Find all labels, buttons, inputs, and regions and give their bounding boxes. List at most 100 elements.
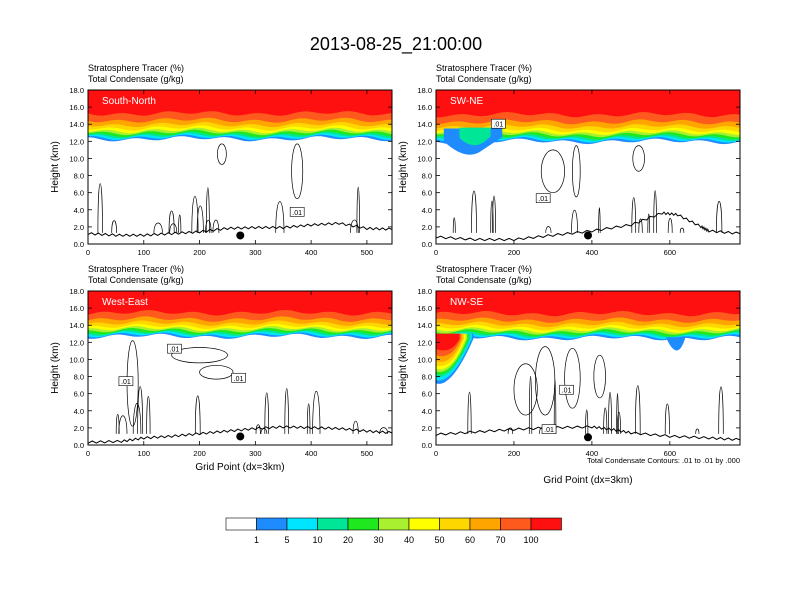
colorbar-swatch	[530, 517, 562, 531]
contour-label-box	[491, 118, 506, 129]
y-tick-label: 4.0	[422, 407, 432, 416]
footnote: Total Condensate Contours: .01 to .01 by…	[587, 456, 740, 465]
condensate-contour	[616, 411, 621, 434]
contour-label: .01	[538, 196, 548, 203]
colorbar-label: 1	[254, 535, 259, 545]
x-tick-label: 400	[586, 449, 599, 458]
terrain-line	[436, 211, 740, 242]
y-tick-label: 0.0	[74, 240, 84, 249]
panel-title-line-1: Stratosphere Tracer (%)	[436, 63, 532, 73]
y-tick-label: 6.0	[74, 390, 84, 399]
x-tick-label: 200	[508, 449, 521, 458]
y-tick-label: 6.0	[422, 390, 432, 399]
panel-nw-se: Stratosphere Tracer (%) Total Condensate…	[398, 264, 741, 486]
location-marker	[236, 231, 245, 240]
condensate-contour	[178, 214, 182, 233]
main-title: 2013-08-25_21:00:00	[310, 34, 482, 55]
panel-name: South-North	[102, 96, 156, 107]
y-tick-label: 12.0	[417, 137, 432, 146]
condensate-contour	[632, 145, 645, 172]
condensate-contour	[191, 196, 199, 233]
condensate-contour	[153, 222, 163, 233]
colorbar-swatch	[378, 517, 410, 531]
colorbar-label: 60	[465, 535, 475, 545]
y-tick-label: 2.0	[74, 424, 84, 433]
colorbar-label: 10	[312, 535, 322, 545]
panel-south-north: Stratosphere Tracer (%) Total Condensate…	[50, 63, 393, 257]
panel-name: NW-SE	[450, 297, 483, 308]
y-axis-label: Height (km)	[50, 141, 61, 193]
plot-frame	[435, 290, 741, 446]
panel-west-east: Stratosphere Tracer (%) Total Condensate…	[50, 264, 393, 473]
x-tick-label: 300	[249, 449, 262, 458]
x-tick-label: 100	[138, 449, 151, 458]
condensate-contour	[664, 403, 670, 434]
contour-label: .01	[544, 427, 554, 434]
terrain-line	[88, 425, 392, 444]
fold-intrusion	[436, 333, 460, 351]
y-tick-label: 18.0	[69, 86, 84, 95]
condensate-contour	[291, 143, 304, 200]
condensate-contour	[528, 376, 533, 434]
location-marker	[236, 432, 245, 441]
colorbar-swatch	[439, 517, 471, 531]
colorbar-swatch	[317, 517, 349, 531]
panel-title-line-1: Stratosphere Tracer (%)	[88, 264, 184, 274]
condensate-contour	[616, 393, 619, 434]
y-tick-label: 16.0	[417, 103, 432, 112]
condensate-contour	[638, 218, 643, 233]
condensate-contour	[467, 392, 472, 434]
y-tick-label: 16.0	[417, 304, 432, 313]
y-tick-label: 18.0	[417, 86, 432, 95]
condensate-contour	[171, 347, 228, 364]
location-marker	[584, 231, 592, 240]
y-tick-label: 10.0	[69, 154, 84, 163]
colorbar-label: 40	[404, 535, 414, 545]
terrain-line	[88, 221, 392, 237]
plot-frame	[435, 89, 741, 245]
condensate-contour	[132, 403, 142, 434]
x-axis-label: Grid Point (dx=3km)	[195, 462, 284, 473]
y-tick-label: 12.0	[69, 338, 84, 347]
x-tick-label: 400	[586, 248, 599, 257]
condensate-contour	[194, 395, 201, 434]
y-tick-label: 14.0	[417, 321, 432, 330]
y-tick-label: 14.0	[417, 120, 432, 129]
condensate-contour	[535, 346, 556, 416]
x-tick-label: 600	[664, 248, 677, 257]
y-tick-label: 2.0	[422, 424, 432, 433]
x-tick-label: 100	[138, 248, 151, 257]
condensate-contour	[255, 424, 261, 434]
colorbar-swatch	[408, 517, 440, 531]
panel-name: SW-NE	[450, 96, 483, 107]
y-axis-label: Height (km)	[398, 141, 409, 193]
condensate-contour	[471, 190, 477, 233]
y-tick-label: 4.0	[74, 206, 84, 215]
tracer-band	[436, 291, 740, 317]
condensate-contour	[631, 197, 637, 233]
plot-frame	[87, 89, 393, 245]
x-tick-label: 500	[361, 248, 374, 257]
y-tick-label: 10.0	[417, 355, 432, 364]
colorbar-label: 30	[373, 535, 383, 545]
plot-frame	[87, 290, 393, 446]
panel-title-line-1: Stratosphere Tracer (%)	[88, 63, 184, 73]
condensate-contour	[356, 186, 360, 233]
x-tick-label: 600	[664, 449, 677, 458]
y-tick-label: 0.0	[422, 441, 432, 450]
y-axis-label: Height (km)	[50, 342, 61, 394]
y-tick-label: 10.0	[417, 154, 432, 163]
contour-label-box	[167, 343, 182, 354]
plot-area	[436, 90, 740, 244]
contour-label: .01	[121, 379, 131, 386]
y-tick-label: 6.0	[422, 189, 432, 198]
condensate-contour	[264, 392, 270, 434]
contour-label-box	[559, 384, 574, 395]
x-tick-label: 200	[508, 248, 521, 257]
y-tick-label: 0.0	[74, 441, 84, 450]
x-tick-label: 300	[249, 248, 262, 257]
y-tick-label: 4.0	[74, 407, 84, 416]
location-marker	[584, 433, 592, 442]
condensate-contour	[598, 207, 601, 233]
colorbar-swatch	[347, 517, 379, 531]
